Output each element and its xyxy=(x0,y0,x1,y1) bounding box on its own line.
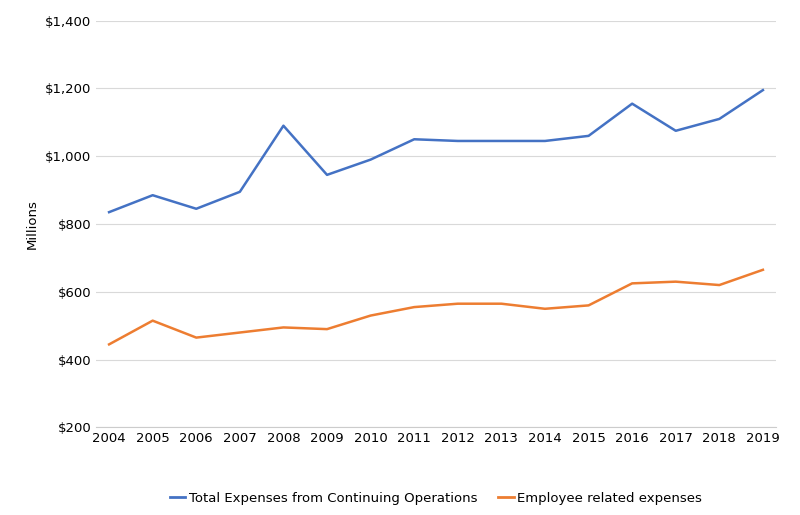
Total Expenses from Continuing Operations xyxy=(191,205,201,212)
Total Expenses from Continuing Operations xyxy=(758,87,768,93)
Total Expenses from Continuing Operations xyxy=(410,136,419,142)
Employee related expenses xyxy=(453,301,462,307)
Employee related expenses xyxy=(584,302,594,308)
Employee related expenses xyxy=(410,304,419,310)
Total Expenses from Continuing Operations xyxy=(366,157,375,163)
Legend: Total Expenses from Continuing Operations, Employee related expenses: Total Expenses from Continuing Operation… xyxy=(164,487,708,510)
Employee related expenses xyxy=(714,282,724,288)
Total Expenses from Continuing Operations xyxy=(497,138,506,144)
Employee related expenses xyxy=(191,335,201,341)
Total Expenses from Continuing Operations xyxy=(671,128,681,134)
Employee related expenses xyxy=(671,279,681,285)
Total Expenses from Continuing Operations xyxy=(322,172,332,178)
Y-axis label: Millions: Millions xyxy=(26,199,39,249)
Total Expenses from Continuing Operations xyxy=(627,100,637,107)
Total Expenses from Continuing Operations xyxy=(453,138,462,144)
Employee related expenses xyxy=(322,326,332,332)
Employee related expenses xyxy=(540,306,550,312)
Total Expenses from Continuing Operations xyxy=(584,133,594,139)
Employee related expenses xyxy=(278,324,288,331)
Total Expenses from Continuing Operations xyxy=(235,188,245,195)
Total Expenses from Continuing Operations xyxy=(714,116,724,122)
Employee related expenses xyxy=(497,301,506,307)
Employee related expenses xyxy=(366,313,375,319)
Employee related expenses xyxy=(758,267,768,273)
Line: Employee related expenses: Employee related expenses xyxy=(109,270,763,345)
Total Expenses from Continuing Operations xyxy=(278,123,288,129)
Employee related expenses xyxy=(104,341,114,348)
Line: Total Expenses from Continuing Operations: Total Expenses from Continuing Operation… xyxy=(109,90,763,212)
Total Expenses from Continuing Operations xyxy=(540,138,550,144)
Total Expenses from Continuing Operations xyxy=(104,209,114,215)
Employee related expenses xyxy=(627,280,637,286)
Employee related expenses xyxy=(148,318,158,324)
Employee related expenses xyxy=(235,330,245,336)
Total Expenses from Continuing Operations xyxy=(148,192,158,198)
